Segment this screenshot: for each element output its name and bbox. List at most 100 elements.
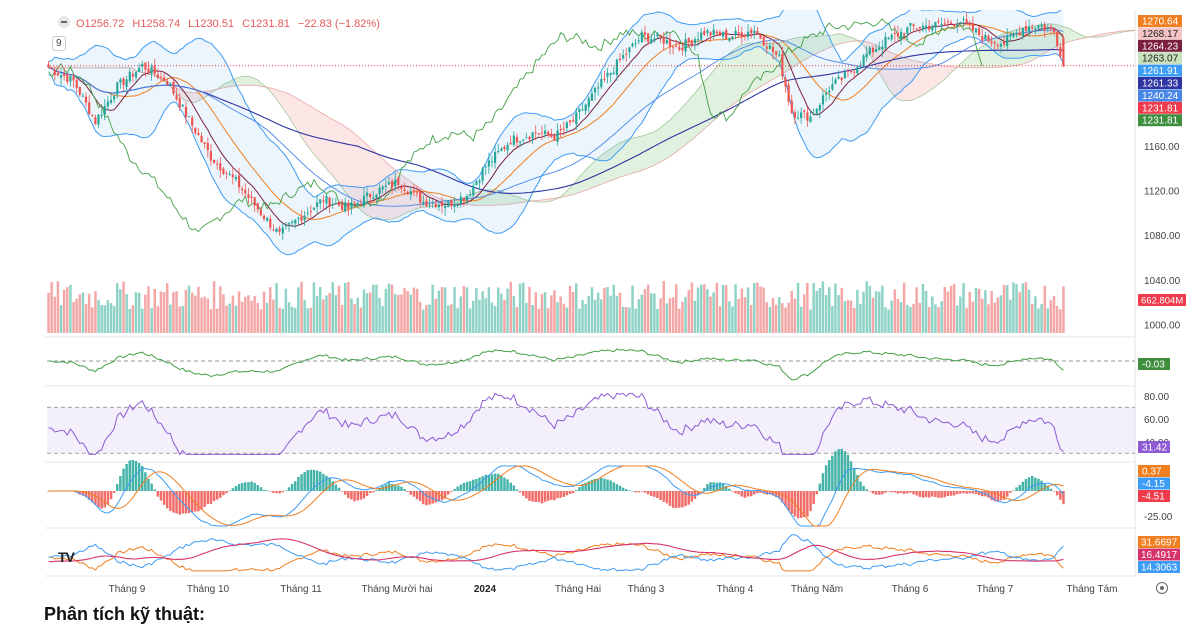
macd-histogram-bar (216, 491, 219, 500)
volume-bar (1015, 284, 1018, 333)
candle-body (956, 25, 958, 26)
candle-body (944, 23, 946, 24)
volume-bar (266, 303, 269, 333)
volume-bar (191, 293, 194, 333)
candle-body (588, 98, 590, 106)
cloud-segment (682, 104, 685, 148)
candle-body (316, 202, 318, 207)
volume-bar (185, 290, 188, 333)
candle-body (763, 37, 765, 45)
cloud-segment (330, 118, 333, 176)
macd-histogram-bar (616, 484, 619, 491)
macd-histogram-bar (419, 491, 422, 501)
candle-body (507, 145, 509, 151)
cloud-segment (295, 97, 298, 132)
rsi-badge-label: 31.42 (1142, 443, 1167, 454)
macd-histogram-bar (613, 482, 616, 491)
volume-bar (572, 292, 575, 333)
macd-histogram-bar (572, 491, 575, 493)
macd-histogram-bar (972, 491, 975, 494)
macd-histogram-bar (659, 491, 662, 500)
macd-histogram-bar (940, 491, 943, 498)
settings-gear-icon[interactable] (1156, 582, 1168, 594)
candle-body (391, 181, 393, 187)
volume-bar (275, 283, 278, 333)
macd-histogram-bar (634, 491, 637, 492)
macd-histogram-bar (406, 491, 409, 492)
macd-histogram-bar (800, 491, 803, 518)
macd-histogram-bar (278, 491, 281, 494)
volume-bar (332, 282, 335, 333)
candle-body (688, 38, 690, 42)
macd-histogram-bar (691, 491, 694, 502)
candle-body (791, 101, 793, 114)
volume-bar (1056, 306, 1059, 333)
macd-histogram-bar (806, 491, 809, 517)
candle-body (194, 128, 196, 134)
volume-bar (444, 287, 447, 333)
volume-bar (513, 296, 516, 333)
volume-bar (100, 305, 103, 333)
macd-histogram-bar (157, 491, 160, 497)
candle-body (700, 33, 702, 40)
macd-histogram-bar (547, 491, 550, 501)
collapse-legend-icon[interactable] (58, 16, 70, 28)
macd-histogram-bar (94, 491, 97, 505)
macd-histogram-bar (456, 487, 459, 491)
volume-bar (787, 303, 790, 333)
macd-histogram-bar (266, 490, 269, 491)
macd-histogram-bar (890, 491, 893, 492)
cloud-segment (239, 76, 242, 85)
volume-bar (319, 287, 322, 333)
candle-body (869, 48, 871, 55)
cloud-segment (720, 59, 723, 115)
ohlc-open: O1256.72 (76, 18, 124, 30)
volume-bar (753, 283, 756, 333)
volume-bar (369, 292, 372, 333)
volume-bar (712, 292, 715, 333)
macd-histogram-bar (631, 491, 634, 492)
candle-body (219, 163, 221, 170)
candle-body (947, 21, 949, 22)
candle-body (1034, 29, 1036, 30)
macd-badge-label: 0.37 (1142, 467, 1162, 478)
candle-body (594, 88, 596, 93)
volume-bar (241, 302, 244, 333)
macd-histogram-bar (372, 491, 375, 492)
candle-body (176, 95, 178, 99)
candle-body (772, 47, 774, 52)
time-axis-label: Tháng Tám (1067, 584, 1118, 595)
candle-body (135, 72, 137, 78)
macd-histogram-bar (756, 491, 759, 493)
cloud-segment (932, 64, 935, 89)
volume-bar (791, 291, 794, 333)
candle-body (681, 48, 683, 51)
candle-body (466, 196, 468, 201)
macd-histogram-bar (219, 491, 222, 498)
candle-body (382, 187, 384, 190)
cloud-segment (633, 138, 636, 174)
volume-bar (897, 299, 900, 333)
volume-bar (63, 290, 66, 333)
candle-body (591, 93, 593, 100)
volume-bar (544, 292, 547, 333)
volume-bar (722, 285, 725, 333)
macd-histogram-bar (825, 465, 828, 491)
volume-bar (569, 286, 572, 333)
macd-histogram-bar (307, 470, 310, 491)
macd-histogram-bar (912, 491, 915, 494)
volume-bar (85, 304, 88, 333)
volume-bar (425, 305, 428, 333)
cloud-segment (689, 97, 692, 143)
macd-histogram-bar (1006, 491, 1009, 497)
volume-bar (975, 288, 978, 333)
candle-body (697, 39, 699, 40)
volume-bar (541, 294, 544, 333)
macd-histogram-bar (1019, 485, 1022, 491)
volume-bar (919, 303, 922, 333)
volume-bar (706, 289, 709, 333)
candle-body (672, 47, 674, 48)
indicator-count-badge[interactable]: 9 (52, 36, 66, 51)
candle-body (179, 98, 181, 107)
